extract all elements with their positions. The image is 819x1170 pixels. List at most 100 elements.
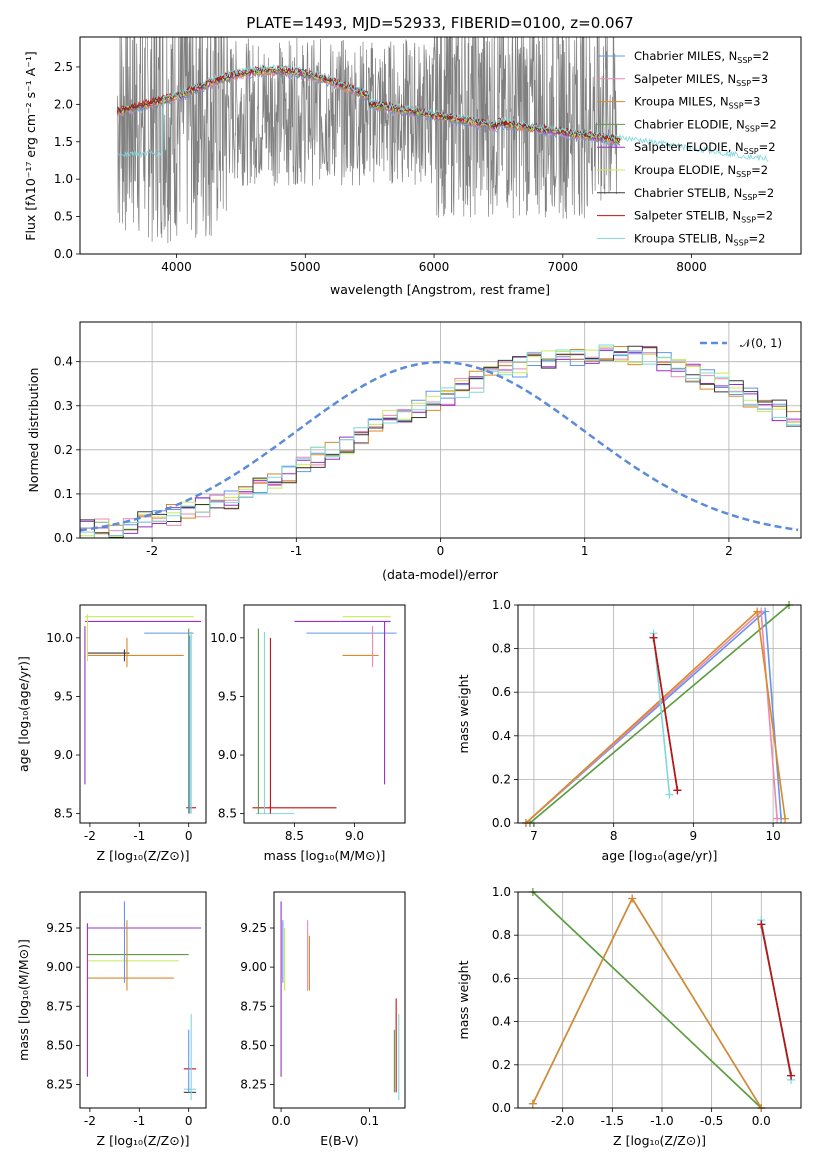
- y-tick-label: 2.0: [54, 97, 73, 111]
- y-tick-label: 9.25: [46, 921, 73, 935]
- y-tick-label: 9.5: [218, 689, 237, 703]
- y-tick-label: 10.0: [46, 631, 73, 645]
- axes-frame: [79, 321, 802, 539]
- legend-entry: Kroupa MILES, NSSP=3: [634, 95, 760, 111]
- y-tick-label: 9.0: [218, 748, 237, 762]
- panel-ylabel: age [log₁₀(age/yr)]: [16, 656, 31, 772]
- axes-frame: [243, 604, 406, 824]
- spectrum-panel: PLATE=1493, MJD=52933, FIBERID=0100, z=0…: [23, 14, 802, 297]
- x-tick-label: 0: [185, 829, 193, 843]
- legend-entry: Salpeter ELODIE, NSSP=2: [634, 140, 776, 156]
- weight-line: [652, 637, 679, 791]
- x-tick-label: 0: [437, 544, 445, 558]
- y-tick-label: 9.5: [54, 689, 73, 703]
- axes-frame: [79, 891, 207, 1109]
- y-tick-label: 8.50: [46, 1038, 73, 1052]
- x-tick-label: -2: [84, 1114, 96, 1128]
- y-tick-label: 9.00: [46, 960, 73, 974]
- histogram-step: [80, 347, 801, 532]
- legend-entry: Chabrier MILES, NSSP=2: [634, 49, 769, 65]
- axes-frame: [517, 891, 802, 1109]
- y-tick-label: 0.6: [492, 685, 511, 699]
- weight-line: [525, 609, 778, 824]
- x-tick-label: -1: [133, 1114, 145, 1128]
- legend-entry: Salpeter MILES, NSSP=3: [634, 72, 768, 88]
- y-tick-label: 0.0: [54, 531, 73, 545]
- y-tick-label: 9.25: [240, 921, 267, 935]
- y-tick-label: 8.5: [218, 807, 237, 821]
- y-tick-label: 0.4: [492, 1015, 511, 1029]
- panel-xlabel: age [log₁₀(age/yr)]: [602, 848, 718, 863]
- x-tick-label: 8.5: [285, 829, 304, 843]
- histograms: [80, 344, 801, 538]
- y-tick-label: 10.0: [210, 631, 237, 645]
- x-tick-label: -2: [84, 829, 96, 843]
- y-tick-label: 8.5: [54, 807, 73, 821]
- histogram-step: [80, 345, 801, 538]
- histogram-legend: 𝒩(0, 1): [700, 336, 782, 350]
- panel-xlabel: Z [log₁₀(Z/Z⊙)]: [97, 1133, 190, 1148]
- histogram-xlabel: (data-model)/error: [382, 567, 499, 582]
- residual-histogram-panel: -2 -1 0 1 2 0.0 0.1 0.2 0.3 0.4 (data-model)/erro…: [26, 321, 802, 582]
- y-tick-label: 0.6: [492, 971, 511, 985]
- x-tick-label: 7: [530, 829, 538, 843]
- x-tick-label: 0.0: [272, 1114, 291, 1128]
- spectrum-lines: [116, 37, 769, 244]
- x-tick-label: 9.0: [345, 829, 364, 843]
- y-tick-label: 0.1: [54, 487, 73, 501]
- y-tick-label: 8.25: [240, 1078, 267, 1092]
- x-tick-label: 10: [765, 829, 780, 843]
- weight-line: [529, 604, 790, 824]
- x-tick-label: -0.5: [700, 1114, 723, 1128]
- x-tick-label: -1: [133, 829, 145, 843]
- spectrum-xlabel: wavelength [Angstrom, rest frame]: [330, 282, 550, 297]
- x-tick-label: 2: [725, 544, 733, 558]
- y-tick-label: 1.0: [54, 172, 73, 186]
- spectrum-ylabel: Flux [fλ10⁻¹⁷ erg cm⁻² s⁻¹ A⁻¹]: [23, 51, 38, 240]
- histogram-ylabel: Normed distribution: [26, 368, 41, 493]
- x-tick-label: 0: [185, 1114, 193, 1128]
- y-tick-label: 0.8: [492, 928, 511, 942]
- x-tick-label: -1: [290, 544, 302, 558]
- y-tick-label: 8.50: [240, 1038, 267, 1052]
- x-tick-label: 0.1: [360, 1114, 379, 1128]
- y-tick-label: 0.2: [492, 772, 511, 786]
- y-tick-label: 0.5: [54, 210, 73, 224]
- y-tick-label: 0.0: [54, 247, 73, 261]
- y-tick-label: 9.0: [54, 748, 73, 762]
- spectrum-legend: Chabrier MILES, NSSP=2 Salpeter MILES, NS…: [597, 49, 777, 247]
- axes-frame: [79, 36, 802, 255]
- legend-entry: Chabrier STELIB, NSSP=2: [634, 186, 774, 202]
- normal-curve: [80, 360, 799, 532]
- y-tick-label: 0.8: [492, 642, 511, 656]
- legend-entry: Salpeter STELIB, NSSP=2: [634, 209, 773, 225]
- y-tick-label: 0.0: [492, 1101, 511, 1115]
- weight-line: [652, 633, 671, 795]
- weight-line: [760, 924, 792, 1076]
- x-tick-label: -2: [146, 544, 158, 558]
- panel-xlabel: Z [log₁₀(Z/Z⊙)]: [97, 848, 190, 863]
- panel-ylabel: mass weight: [456, 674, 471, 753]
- y-tick-label: 0.0: [492, 816, 511, 830]
- axes-frame: [517, 604, 802, 824]
- y-tick-label: 8.75: [240, 999, 267, 1013]
- panel-xlabel: Z [log₁₀(Z/Z⊙)]: [613, 1133, 706, 1148]
- y-tick-label: 1.0: [492, 885, 511, 899]
- y-tick-label: 1.0: [492, 598, 511, 612]
- y-tick-label: 1.5: [54, 135, 73, 149]
- x-tick-label: 9: [690, 829, 698, 843]
- legend-entry: Chabrier ELODIE, NSSP=2: [634, 117, 777, 133]
- panel-xlabel: E(B-V): [320, 1133, 359, 1148]
- axes-frame: [79, 604, 207, 824]
- x-tick-label: 0.0: [752, 1114, 771, 1128]
- x-tick-label: 6000: [419, 260, 450, 274]
- weight-line: [532, 891, 762, 1109]
- x-tick-label: -1.5: [601, 1114, 624, 1128]
- normal-curve-legend-label: 𝒩(0, 1): [740, 336, 782, 350]
- x-tick-label: 4000: [161, 260, 192, 274]
- y-tick-label: 8.25: [46, 1078, 73, 1092]
- legend-entry: Kroupa STELIB, NSSP=2: [634, 231, 765, 247]
- y-tick-label: 9.00: [240, 960, 267, 974]
- histogram-step: [80, 344, 801, 538]
